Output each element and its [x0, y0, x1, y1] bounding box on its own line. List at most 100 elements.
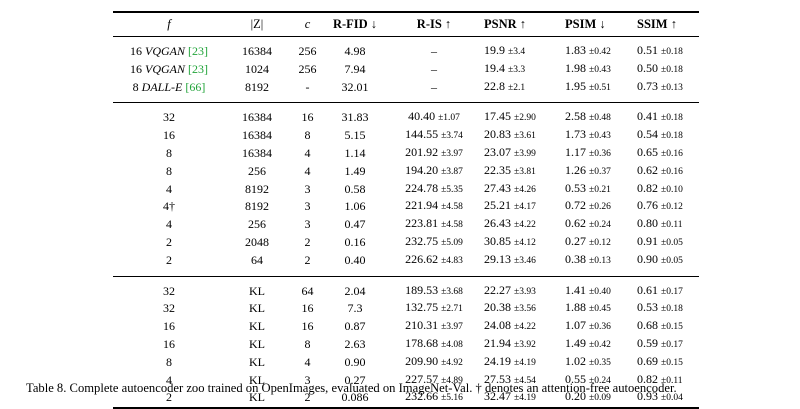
header-z: |Z| [225, 11, 289, 37]
cell-c: 16 [289, 109, 326, 127]
cell-rfid-value: 0.086 [341, 390, 369, 405]
separator-cell [289, 275, 326, 283]
cell-citation: [23] [188, 44, 208, 58]
cell-f-value: 32 [163, 301, 175, 316]
cell-z: 16384 [225, 43, 289, 61]
separator-cell [484, 275, 565, 283]
cell-f-value: 8 [166, 145, 172, 160]
cell-psnr-value: 29.13 [484, 251, 511, 266]
cell-ris-value: 224.78 [405, 180, 439, 195]
cell-ris: 221.94 ±4.58 [384, 198, 484, 216]
table-row: 32 KL 64 2.04 189.53 ±3.68 22.27 ±3.93 1.41 ±0… [113, 283, 699, 301]
table-row: 2 64 2 0.40 226.62 ±4.83 29.13 ±3.46 0.38 ±0.1… [113, 252, 699, 270]
cell-rfid-value: 2.04 [344, 283, 366, 298]
cell-f: 32 [113, 283, 225, 301]
cell-psnr-std: ±3.4 [508, 47, 526, 57]
cell-ris-value: 132.75 [405, 300, 439, 315]
cell-z-value: 256 [248, 163, 266, 178]
separator-row [113, 275, 699, 283]
cell-rfid: 0.87 [326, 318, 384, 336]
cell-psnr-std: ±3.81 [514, 166, 536, 177]
cell-f: 32 [113, 109, 225, 127]
cell-ris-std: ±3.74 [441, 131, 463, 142]
cell-ssim: 0.41 ±0.18 [637, 109, 699, 127]
cell-ssim-value: 0.91 [637, 233, 658, 248]
cell-rfid: 0.58 [326, 181, 384, 199]
cell-psnr: 24.08 ±4.22 [484, 318, 565, 336]
cell-psim: 1.98 ±0.43 [565, 61, 637, 79]
cell-z-value: KL [249, 283, 265, 298]
cell-rfid: 0.90 [326, 354, 384, 372]
cell-psim-std: ±0.26 [589, 202, 611, 213]
cell-ssim-std: ±0.15 [661, 322, 683, 333]
cell-psim-std: ±0.51 [589, 82, 611, 93]
cell-ssim-std: ±0.11 [661, 375, 683, 386]
cell-psim-std: ±0.36 [589, 322, 611, 333]
table-row: 16 16384 8 5.15 144.55 ±3.74 20.83 ±3.61 1.73 … [113, 127, 699, 145]
cell-ris-value: 194.20 [405, 162, 439, 177]
cell-ris: 227.57 ±4.89 [384, 372, 484, 390]
cell-ris-std: ±4.58 [441, 202, 463, 213]
cell-psim-value: 0.27 [565, 233, 586, 248]
cell-psnr-std: ±3.99 [514, 148, 536, 159]
cell-z: KL [225, 318, 289, 336]
cell-rfid: 4.98 [326, 43, 384, 61]
cell-ris: 144.55 ±3.74 [384, 127, 484, 145]
cell-ssim-value: 0.53 [637, 300, 658, 315]
cell-model-name: DALL-E [141, 79, 183, 94]
table-row: 8 256 4 1.49 194.20 ±3.87 22.35 ±3.81 1.26 ±0.… [113, 163, 699, 181]
cell-f: 4 [113, 216, 225, 234]
cell-f: 4† [113, 198, 225, 216]
cell-ssim: 0.50 ±0.18 [637, 61, 699, 79]
cell-c: 8 [289, 336, 326, 354]
cell-psnr: 25.21 ±4.17 [484, 198, 565, 216]
cell-psim: 0.55 ±0.24 [565, 372, 637, 390]
cell-psnr-std: ±4.26 [514, 184, 536, 195]
cell-ssim: 0.91 ±0.05 [637, 234, 699, 252]
cell-ssim-value: 0.82 [637, 371, 658, 386]
cell-c: 16 [289, 318, 326, 336]
separator-cell [484, 102, 565, 110]
cell-c-value: 3 [304, 199, 311, 214]
cell-c: 256 [289, 43, 326, 61]
cell-z-value: KL [249, 372, 265, 387]
cell-rfid-value: 0.27 [344, 372, 366, 387]
cell-psim-value: 1.49 [565, 335, 586, 350]
cell-c: 3 [289, 216, 326, 234]
cell-z: KL [225, 300, 289, 318]
cell-psim: 0.62 ±0.24 [565, 216, 637, 234]
cell-psnr: 20.83 ±3.61 [484, 127, 565, 145]
separator-cell [637, 102, 699, 110]
cell-ssim-std: ±0.18 [661, 113, 683, 124]
cell-ssim-std: ±0.05 [661, 255, 683, 266]
cell-psnr-value: 22.8 [484, 78, 505, 93]
cell-f: 16 [113, 127, 225, 145]
cell-c-value: 3 [304, 181, 311, 196]
cell-c: 4 [289, 145, 326, 163]
cell-ris-std: ±4.83 [441, 255, 463, 266]
cell-psim-value: 1.95 [565, 78, 586, 93]
cell-psnr-std: ±3.56 [514, 304, 536, 315]
cell-z: 8192 [225, 181, 289, 199]
cell-ris: 226.62 ±4.83 [384, 252, 484, 270]
cell-psim-std: ±0.40 [589, 286, 611, 297]
separator-cell [384, 102, 484, 110]
cell-psnr-std: ±2.90 [514, 113, 536, 124]
cell-f: 8 [113, 145, 225, 163]
cell-ris-value: 201.92 [405, 144, 439, 159]
cell-ssim-value: 0.90 [637, 251, 658, 266]
cell-psim-value: 1.83 [565, 43, 586, 57]
cell-ris: 232.75 ±5.09 [384, 234, 484, 252]
cell-c-value: 4 [304, 354, 311, 369]
cell-psnr: 29.13 ±3.46 [484, 252, 565, 270]
cell-psnr-std: ±3.93 [514, 286, 536, 297]
cell-psim: 2.58 ±0.48 [565, 109, 637, 127]
cell-psim-value: 2.58 [565, 109, 586, 124]
cell-z-value: 64 [251, 252, 263, 267]
cell-ssim-value: 0.93 [637, 389, 658, 404]
cell-psnr: 27.53 ±4.54 [484, 372, 565, 390]
cell-psnr: 26.43 ±4.22 [484, 216, 565, 234]
cell-rfid: 32.01 [326, 79, 384, 97]
cell-ssim-std: ±0.18 [661, 64, 683, 75]
cell-psim: 1.41 ±0.40 [565, 283, 637, 301]
